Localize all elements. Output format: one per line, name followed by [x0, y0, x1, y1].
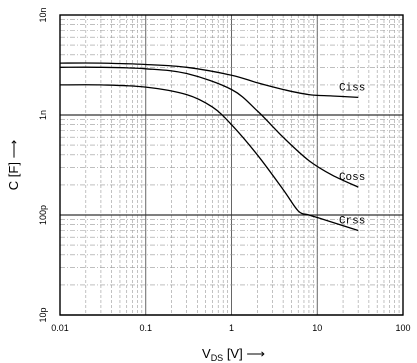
x-tick-label: 0.1: [139, 323, 152, 333]
x-tick-label: 100: [395, 323, 410, 333]
y-tick-label: 1n: [38, 110, 48, 120]
plot-frame: [59, 14, 404, 316]
x-tick-label: 0.01: [51, 323, 69, 333]
series-line-crss: [59, 84, 359, 232]
y-tick-label: 100p: [38, 205, 48, 225]
x-tick-label: 10: [312, 323, 322, 333]
series-label-crss: Crss: [339, 215, 365, 227]
series-layer: Ciss Coss Crss: [59, 62, 365, 232]
grid: [59, 15, 403, 316]
axis-labels: VDS [V] ⟶ C [F] ⟶: [6, 140, 265, 363]
series-line-ciss: [59, 62, 359, 99]
series-label-ciss: Ciss: [339, 82, 365, 94]
series-label-coss: Coss: [339, 172, 365, 184]
x-axis-label: VDS [V] ⟶: [202, 346, 265, 363]
tick-labels: 0.01 0.1 1 10 100 10p 100p 1n 10n: [38, 7, 411, 333]
series-line-coss: [59, 66, 359, 188]
y-tick-label: 10n: [38, 7, 48, 22]
x-tick-label: 1: [229, 323, 234, 333]
y-tick-label: 10p: [38, 307, 48, 322]
y-axis-label: C [F] ⟶: [6, 140, 21, 190]
